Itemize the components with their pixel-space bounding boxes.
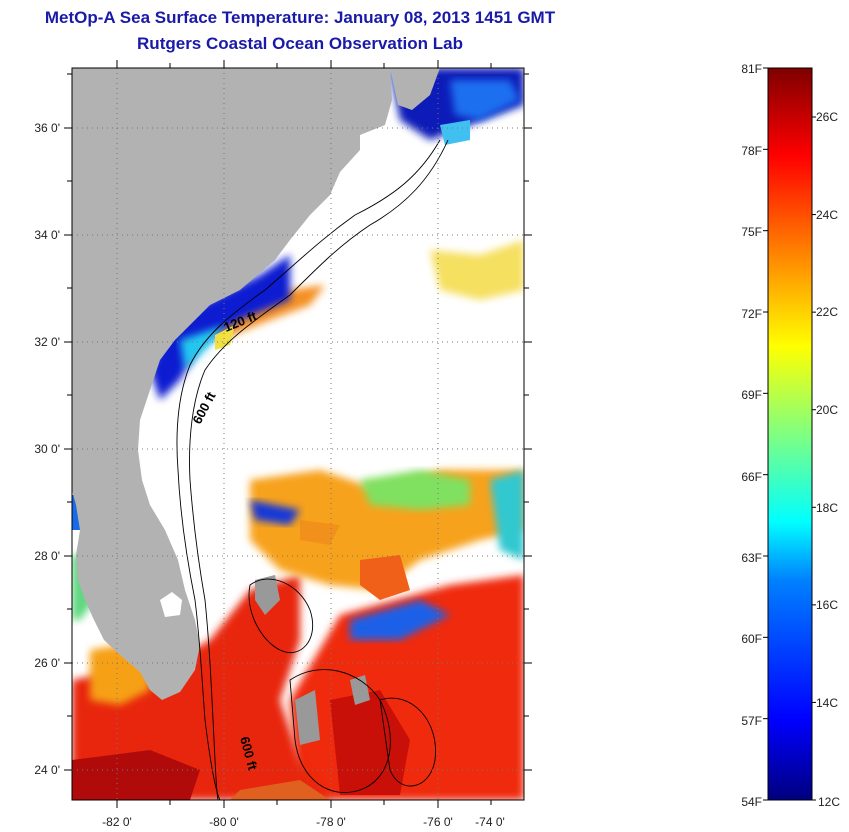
graticule — [72, 68, 524, 800]
land-mainland — [72, 68, 392, 700]
cb-f-72: 72F — [741, 307, 762, 321]
lake-okeechobee — [160, 592, 182, 617]
lon-label-80: -80 0' — [209, 815, 239, 829]
sst-field — [72, 68, 524, 800]
map-subtitle: Rutgers Coastal Ocean Observation Lab — [137, 34, 463, 53]
cb-c-22: 22C — [816, 305, 838, 319]
lat-label-32: 32 0' — [34, 335, 60, 349]
lat-label-28: 28 0' — [34, 549, 60, 563]
cb-c-24: 24C — [816, 208, 838, 222]
cb-c-18: 18C — [816, 501, 838, 515]
cb-f-69: 69F — [741, 388, 762, 402]
lat-label-24: 24 0' — [34, 763, 60, 777]
colorbar: 81F 78F 75F 72F 69F 66F 63F 60F 57F 54F … — [741, 62, 840, 809]
land-bahamas-2 — [295, 690, 320, 745]
cb-f-60: 60F — [741, 632, 762, 646]
map-title: MetOp-A Sea Surface Temperature: January… — [44, 8, 556, 27]
cb-f-81: 81F — [741, 62, 762, 76]
cb-c-12: 12C — [818, 795, 840, 809]
lon-label-76: -76 0' — [423, 815, 453, 829]
cb-f-78: 78F — [741, 144, 762, 158]
lon-label-78: -78 0' — [316, 815, 346, 829]
cb-c-26: 26C — [816, 110, 838, 124]
bathymetry-contours — [176, 139, 449, 800]
lon-ticks — [116, 60, 492, 808]
cb-f-54: 54F — [741, 795, 762, 809]
lat-label-36: 36 0' — [34, 121, 60, 135]
cb-f-75: 75F — [741, 225, 762, 239]
lat-label-26: 26 0' — [34, 656, 60, 670]
cb-c-14: 14C — [816, 696, 838, 710]
lon-label-74: -74 0' — [475, 815, 505, 829]
cb-c-20: 20C — [816, 403, 838, 417]
map-frame-content: 120 ft 600 ft 600 ft — [72, 68, 524, 800]
land-bahamas-1 — [255, 575, 280, 615]
lat-ticks — [64, 73, 532, 771]
lat-label-34: 34 0' — [34, 228, 60, 242]
cb-f-63: 63F — [741, 551, 762, 565]
lon-label-82: -82 0' — [102, 815, 132, 829]
cb-f-66: 66F — [741, 470, 762, 484]
land-cape-cod-region — [390, 68, 440, 110]
cb-c-16: 16C — [816, 598, 838, 612]
colorbar-gradient — [767, 67, 813, 801]
colorbar-ticks — [763, 67, 816, 801]
lat-label-30: 30 0' — [34, 442, 60, 456]
map-border — [71, 67, 525, 801]
cb-f-57: 57F — [741, 714, 762, 728]
land-bahamas-3 — [350, 675, 370, 705]
